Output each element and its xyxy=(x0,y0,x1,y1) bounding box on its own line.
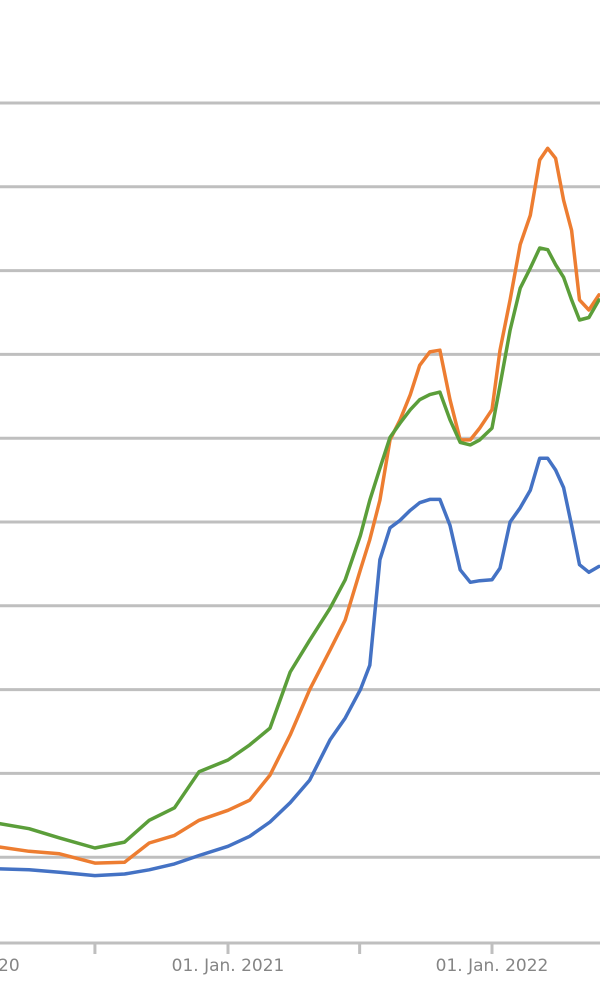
series-line-2 xyxy=(0,146,600,865)
x-axis-tick-labels: 01. Jan. 2020 01. Jan. 2021 01. Jan. 202… xyxy=(0,956,548,976)
gridlines xyxy=(0,101,600,859)
x-tick-label: 01. Jan. 2022 xyxy=(436,956,549,976)
x-tick-label: 01. Jan. 2021 xyxy=(172,956,285,976)
series-line-3 xyxy=(0,246,600,850)
x-axis-ticks xyxy=(93,943,494,954)
x-tick-label: 01. Jan. 2020 xyxy=(0,956,20,976)
series-line-1 xyxy=(0,456,600,878)
series-lines xyxy=(0,146,600,878)
